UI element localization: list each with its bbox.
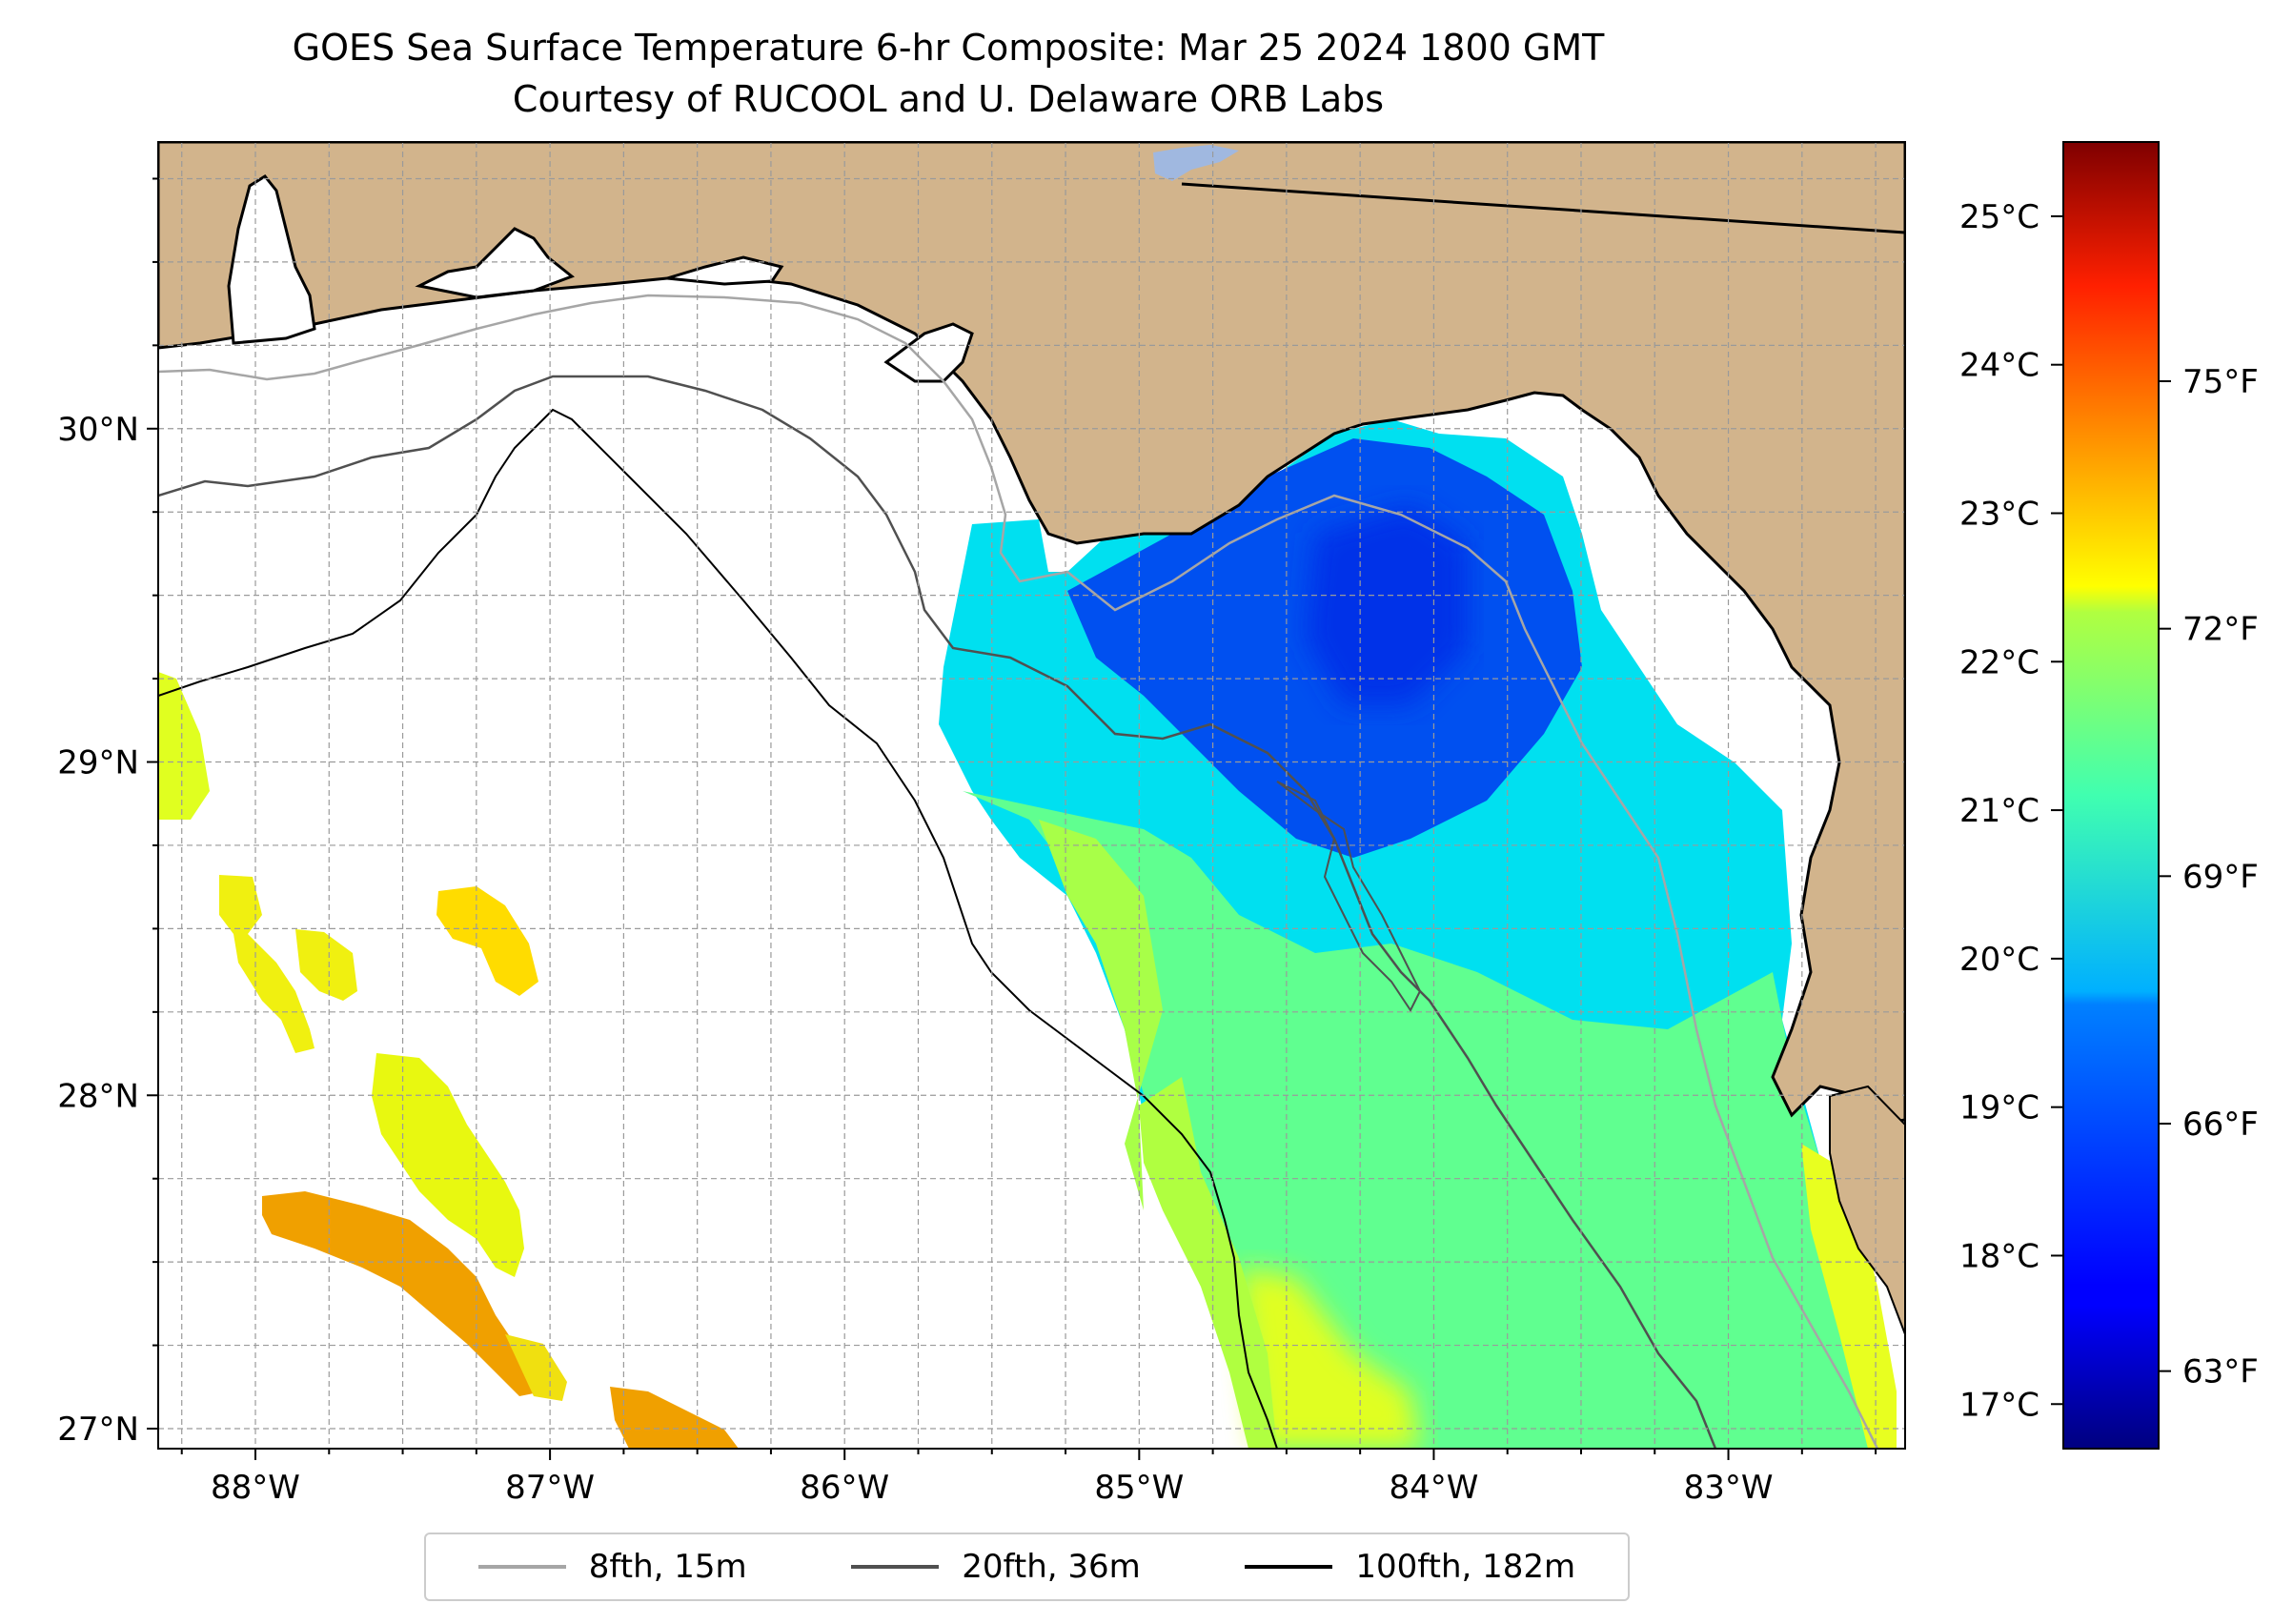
sst-patch-yellow-large [372, 1053, 524, 1277]
sst-coldest-patch [1306, 505, 1468, 705]
colorbar-celsius-label: 20°C [1959, 941, 2039, 979]
colorbar-celsius-label: 21°C [1959, 792, 2039, 830]
sst-field [158, 419, 1897, 1449]
sst-warm-shelf [963, 791, 1897, 1449]
isobath-8fth [158, 294, 1879, 1449]
colorbar-celsius-label: 24°C [1959, 347, 2039, 385]
colorbar-celsius-label: 22°C [1959, 643, 2039, 681]
legend-item-100fth: 100fth, 182m [1245, 1548, 1575, 1586]
colorbar-fahrenheit-label: 72°F [2182, 611, 2259, 649]
sst-green-ribbon [1039, 820, 1163, 1210]
pensacola-bay [415, 227, 575, 299]
isobath-100fth [158, 408, 1278, 1449]
lat-tick-label: 29°N [57, 744, 139, 782]
sst-patch-1 [219, 875, 315, 1053]
sst-patch-orange-south [610, 1387, 739, 1449]
land-areas [158, 142, 1905, 1335]
colorbar-celsius-label: 17°C [1959, 1386, 2039, 1424]
colorbar-celsius-label: 23°C [1959, 495, 2039, 533]
legend-item-20fth: 20fth, 36m [851, 1548, 1141, 1586]
colorbar [2062, 141, 2160, 1450]
colorbar-fahrenheit-label: 75°F [2182, 363, 2259, 401]
lat-tick-label: 27°N [57, 1411, 139, 1449]
longitude-axis: 88°W 87°W 86°W 85°W 84°W 83°W [180, 1449, 1877, 1507]
mobile-bay [227, 174, 316, 345]
legend-line-100fth [1245, 1565, 1333, 1569]
lon-tick-label: 87°W [505, 1469, 595, 1507]
gridlines [158, 142, 1905, 1449]
sst-patch-yellow-south [505, 1334, 567, 1401]
sst-green-west-shelf [1139, 1077, 1277, 1449]
map-title: GOES Sea Surface Temperature 6-hr Compos… [292, 27, 1605, 69]
lon-tick-label: 84°W [1389, 1469, 1478, 1507]
latitude-axis: 27°N 28°N 29°N 30°N [57, 177, 158, 1449]
colorbar-celsius-axis: 17°C 18°C 19°C 20°C 21°C 22°C 23°C 24°C 25°C [1959, 198, 2063, 1424]
legend-item-8fth: 8fth, 15m [477, 1548, 747, 1586]
isobath-20fth [158, 375, 1717, 1449]
sst-patch-3 [436, 886, 538, 996]
lon-tick-label: 86°W [800, 1469, 889, 1507]
sst-patch-west-edge [158, 672, 210, 820]
colorbar-fahrenheit-label: 66°F [2182, 1106, 2259, 1144]
lat-tick-label: 30°N [57, 411, 139, 449]
sst-patch-2 [295, 929, 357, 1001]
choctawhatchee-bay [666, 255, 784, 286]
sst-nearshore-yellow [1801, 1144, 1897, 1449]
map-frame [157, 141, 1906, 1450]
colorbar-fahrenheit-label: 69°F [2182, 858, 2259, 896]
lat-tick-label: 28°N [57, 1077, 139, 1115]
isobath-20fth-shoals [1276, 781, 1422, 1012]
map-subtitle: Courtesy of RUCOOL and U. Delaware ORB L… [512, 78, 1385, 120]
land-east-florida [1829, 1085, 1905, 1335]
map-area [158, 142, 1905, 1449]
apalachicola-bay [883, 322, 974, 383]
legend-line-20fth [851, 1565, 940, 1569]
legend-label-20fth: 20fth, 36m [962, 1548, 1141, 1586]
sst-yellow-south [1239, 1268, 1420, 1449]
legend-label-100fth: 100fth, 182m [1355, 1548, 1576, 1586]
colorbar-fahrenheit-axis: 63°F 66°F 69°F 72°F 75°F [2159, 363, 2259, 1391]
isobaths [158, 294, 1879, 1449]
colorbar-celsius-label: 25°C [1959, 198, 2039, 236]
colorbar-fahrenheit-label: 63°F [2182, 1353, 2259, 1391]
lon-tick-label: 83°W [1684, 1469, 1774, 1507]
lon-tick-label: 88°W [211, 1469, 300, 1507]
colorbar-celsius-label: 19°C [1959, 1089, 2039, 1127]
colorbar-celsius-label: 18°C [1959, 1237, 2039, 1275]
lon-tick-label: 85°W [1094, 1469, 1184, 1507]
legend-line-8fth [477, 1565, 566, 1569]
lake [1153, 145, 1239, 181]
state-border [1181, 182, 1905, 234]
isobath-legend: 8fth, 15m 20fth, 36m 100fth, 182m [424, 1533, 1630, 1601]
legend-label-8fth: 8fth, 15m [588, 1548, 747, 1586]
